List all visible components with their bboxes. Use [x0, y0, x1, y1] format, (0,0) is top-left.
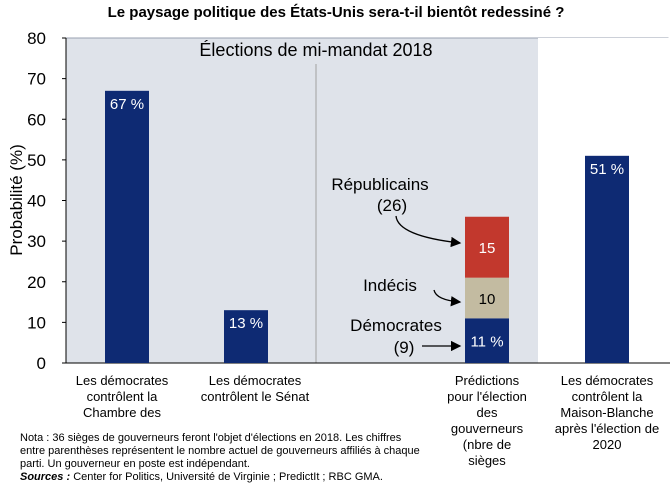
category-label: pour l'élection: [447, 389, 527, 404]
arrow-republicains: [395, 215, 462, 248]
category-label: Les démocrates: [209, 373, 302, 388]
chart-note: Nota : 36 sièges de gouverneurs feront l…: [20, 432, 420, 484]
category-label: contrôlent la: [572, 389, 644, 404]
category-label: sièges: [468, 453, 506, 468]
y-tick-label: 50: [27, 151, 46, 170]
callout-indecis: Indécis: [363, 276, 417, 295]
category-label: après l'élection de: [555, 421, 659, 436]
sources-label: Sources :: [20, 471, 71, 483]
stacked-segment: [465, 277, 509, 319]
bar: [224, 310, 268, 363]
bar-value-label: 13 %: [229, 315, 263, 332]
y-tick-label: 60: [27, 110, 46, 129]
category-label: Chambre des: [83, 405, 162, 420]
callout-republicains-count: (26): [377, 196, 407, 215]
y-tick-label: 30: [27, 232, 46, 251]
category-label: contrôlent le Sénat: [201, 389, 310, 404]
category-label: Maison-Blanche: [560, 405, 653, 420]
stacked-segment: [465, 216, 509, 278]
category-label: Prédictions: [455, 373, 520, 388]
callout-democrates: Démocrates: [350, 316, 442, 335]
y-tick-label: 80: [27, 29, 46, 48]
bar: [585, 155, 629, 363]
stacked-segment-label: 10: [479, 291, 496, 308]
midterm-label: Élections de mi-mandat 2018: [199, 40, 432, 60]
category-label: gouverneurs: [451, 421, 524, 436]
stacked-segment: [465, 318, 509, 363]
category-label: Les démocrates: [76, 373, 169, 388]
category-label: 2020: [593, 437, 622, 452]
y-tick-label: 40: [27, 192, 46, 211]
category-label: des: [477, 405, 498, 420]
category-label: contrôlent la: [87, 389, 159, 404]
bar-value-label: 51 %: [590, 161, 624, 178]
callout-republicains: Républicains: [331, 175, 428, 194]
stacked-segment-label: 15: [479, 240, 496, 257]
y-axis-label: Probabilité (%): [7, 144, 26, 256]
category-label: (nbre de: [463, 437, 511, 452]
category-label: Les démocrates: [561, 373, 654, 388]
callout-democrates-count: (9): [394, 338, 415, 357]
arrow-indecis: [433, 289, 462, 307]
bar-value-label: 67 %: [110, 96, 144, 113]
y-tick-label: 70: [27, 70, 46, 89]
sources-text: Center for Politics, Université de Virgi…: [70, 471, 383, 483]
bar: [105, 90, 149, 363]
chart-title: Le paysage politique des États-Unis sera…: [107, 4, 565, 21]
stacked-segment-label: 11 %: [470, 334, 503, 351]
y-tick-label: 20: [27, 273, 46, 292]
y-tick-label: 0: [37, 354, 46, 373]
note-text: Nota : 36 sièges de gouverneurs feront l…: [20, 432, 420, 470]
y-tick-label: 10: [27, 313, 46, 332]
